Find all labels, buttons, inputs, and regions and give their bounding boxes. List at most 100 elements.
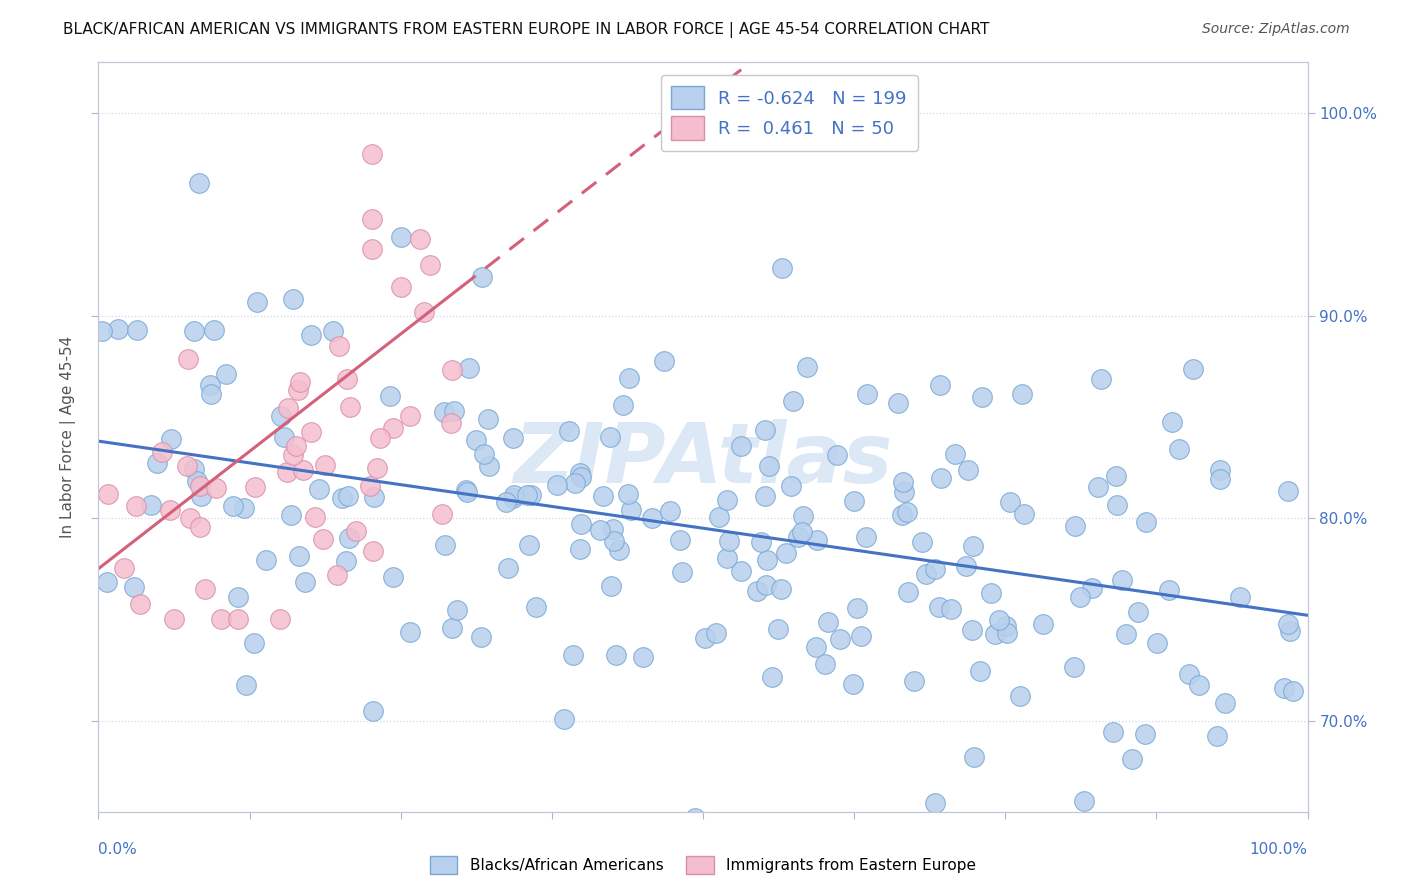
Point — [243, 636, 266, 650]
Point — [304, 509, 326, 524]
Point — [183, 324, 205, 338]
Point — [756, 553, 779, 567]
Point — [1229, 590, 1251, 604]
Point — [704, 625, 727, 640]
Point — [419, 258, 441, 272]
Point — [1213, 696, 1236, 710]
Point — [326, 567, 349, 582]
Point — [842, 677, 865, 691]
Point — [887, 395, 910, 409]
Point — [1135, 727, 1157, 741]
Point — [200, 386, 222, 401]
Point — [828, 632, 851, 647]
Point — [806, 533, 828, 548]
Point — [659, 503, 682, 517]
Point — [470, 631, 492, 645]
Point — [1277, 617, 1299, 632]
Point — [960, 624, 983, 638]
Point — [330, 491, 353, 505]
Point — [911, 534, 934, 549]
Point — [633, 650, 655, 665]
Point — [972, 390, 994, 404]
Point — [430, 507, 453, 521]
Point — [1182, 362, 1205, 376]
Point — [814, 657, 837, 671]
Point — [749, 535, 772, 549]
Point — [1206, 729, 1229, 743]
Point — [1135, 515, 1157, 529]
Point — [146, 456, 169, 470]
Text: 0.0%: 0.0% — [98, 842, 138, 857]
Point — [269, 612, 291, 626]
Point — [517, 538, 540, 552]
Point — [1146, 636, 1168, 650]
Point — [107, 322, 129, 336]
Point — [280, 508, 302, 522]
Point — [361, 146, 384, 161]
Text: BLACK/AFRICAN AMERICAN VS IMMIGRANTS FROM EASTERN EUROPE IN LABOR FORCE | AGE 45: BLACK/AFRICAN AMERICAN VS IMMIGRANTS FRO… — [63, 22, 990, 38]
Point — [215, 367, 238, 381]
Text: ZIPAtlas: ZIPAtlas — [513, 419, 893, 500]
Point — [314, 458, 336, 472]
Point — [546, 478, 568, 492]
Point — [1209, 472, 1232, 486]
Point — [600, 578, 623, 592]
Point — [502, 488, 524, 502]
Point — [177, 352, 200, 367]
Point — [409, 231, 432, 245]
Point — [502, 431, 524, 445]
Point — [897, 585, 920, 599]
Point — [652, 353, 675, 368]
Point — [391, 279, 413, 293]
Point — [398, 624, 420, 639]
Point — [980, 586, 1002, 600]
Point — [1064, 519, 1087, 533]
Point — [896, 505, 918, 519]
Point — [1121, 752, 1143, 766]
Point — [495, 494, 517, 508]
Point — [1167, 442, 1189, 456]
Point — [294, 574, 316, 589]
Point — [695, 631, 717, 645]
Point — [361, 211, 384, 226]
Point — [335, 554, 357, 568]
Point — [842, 493, 865, 508]
Point — [962, 539, 984, 553]
Point — [226, 590, 249, 604]
Point — [592, 489, 614, 503]
Point — [589, 523, 612, 537]
Point — [128, 597, 150, 611]
Point — [599, 430, 621, 444]
Point — [1187, 678, 1209, 692]
Point — [159, 433, 181, 447]
Point — [770, 260, 793, 275]
Point — [620, 503, 643, 517]
Point — [524, 599, 547, 614]
Point — [139, 498, 162, 512]
Point — [90, 324, 112, 338]
Point — [609, 543, 631, 558]
Point — [339, 531, 361, 545]
Point — [955, 559, 977, 574]
Point — [502, 491, 524, 505]
Point — [443, 404, 465, 418]
Point — [792, 508, 814, 523]
Point — [477, 412, 499, 426]
Point — [433, 538, 456, 552]
Point — [283, 293, 305, 307]
Point — [188, 176, 211, 190]
Point — [929, 378, 952, 392]
Point — [769, 582, 792, 596]
Point — [1011, 387, 1033, 401]
Point — [363, 491, 385, 505]
Point — [605, 648, 627, 662]
Point — [322, 324, 344, 338]
Point — [270, 409, 292, 424]
Point — [1282, 684, 1305, 698]
Point — [1010, 689, 1032, 703]
Point — [1012, 508, 1035, 522]
Point — [568, 467, 591, 481]
Point — [389, 230, 412, 244]
Point — [957, 463, 980, 477]
Point — [336, 489, 359, 503]
